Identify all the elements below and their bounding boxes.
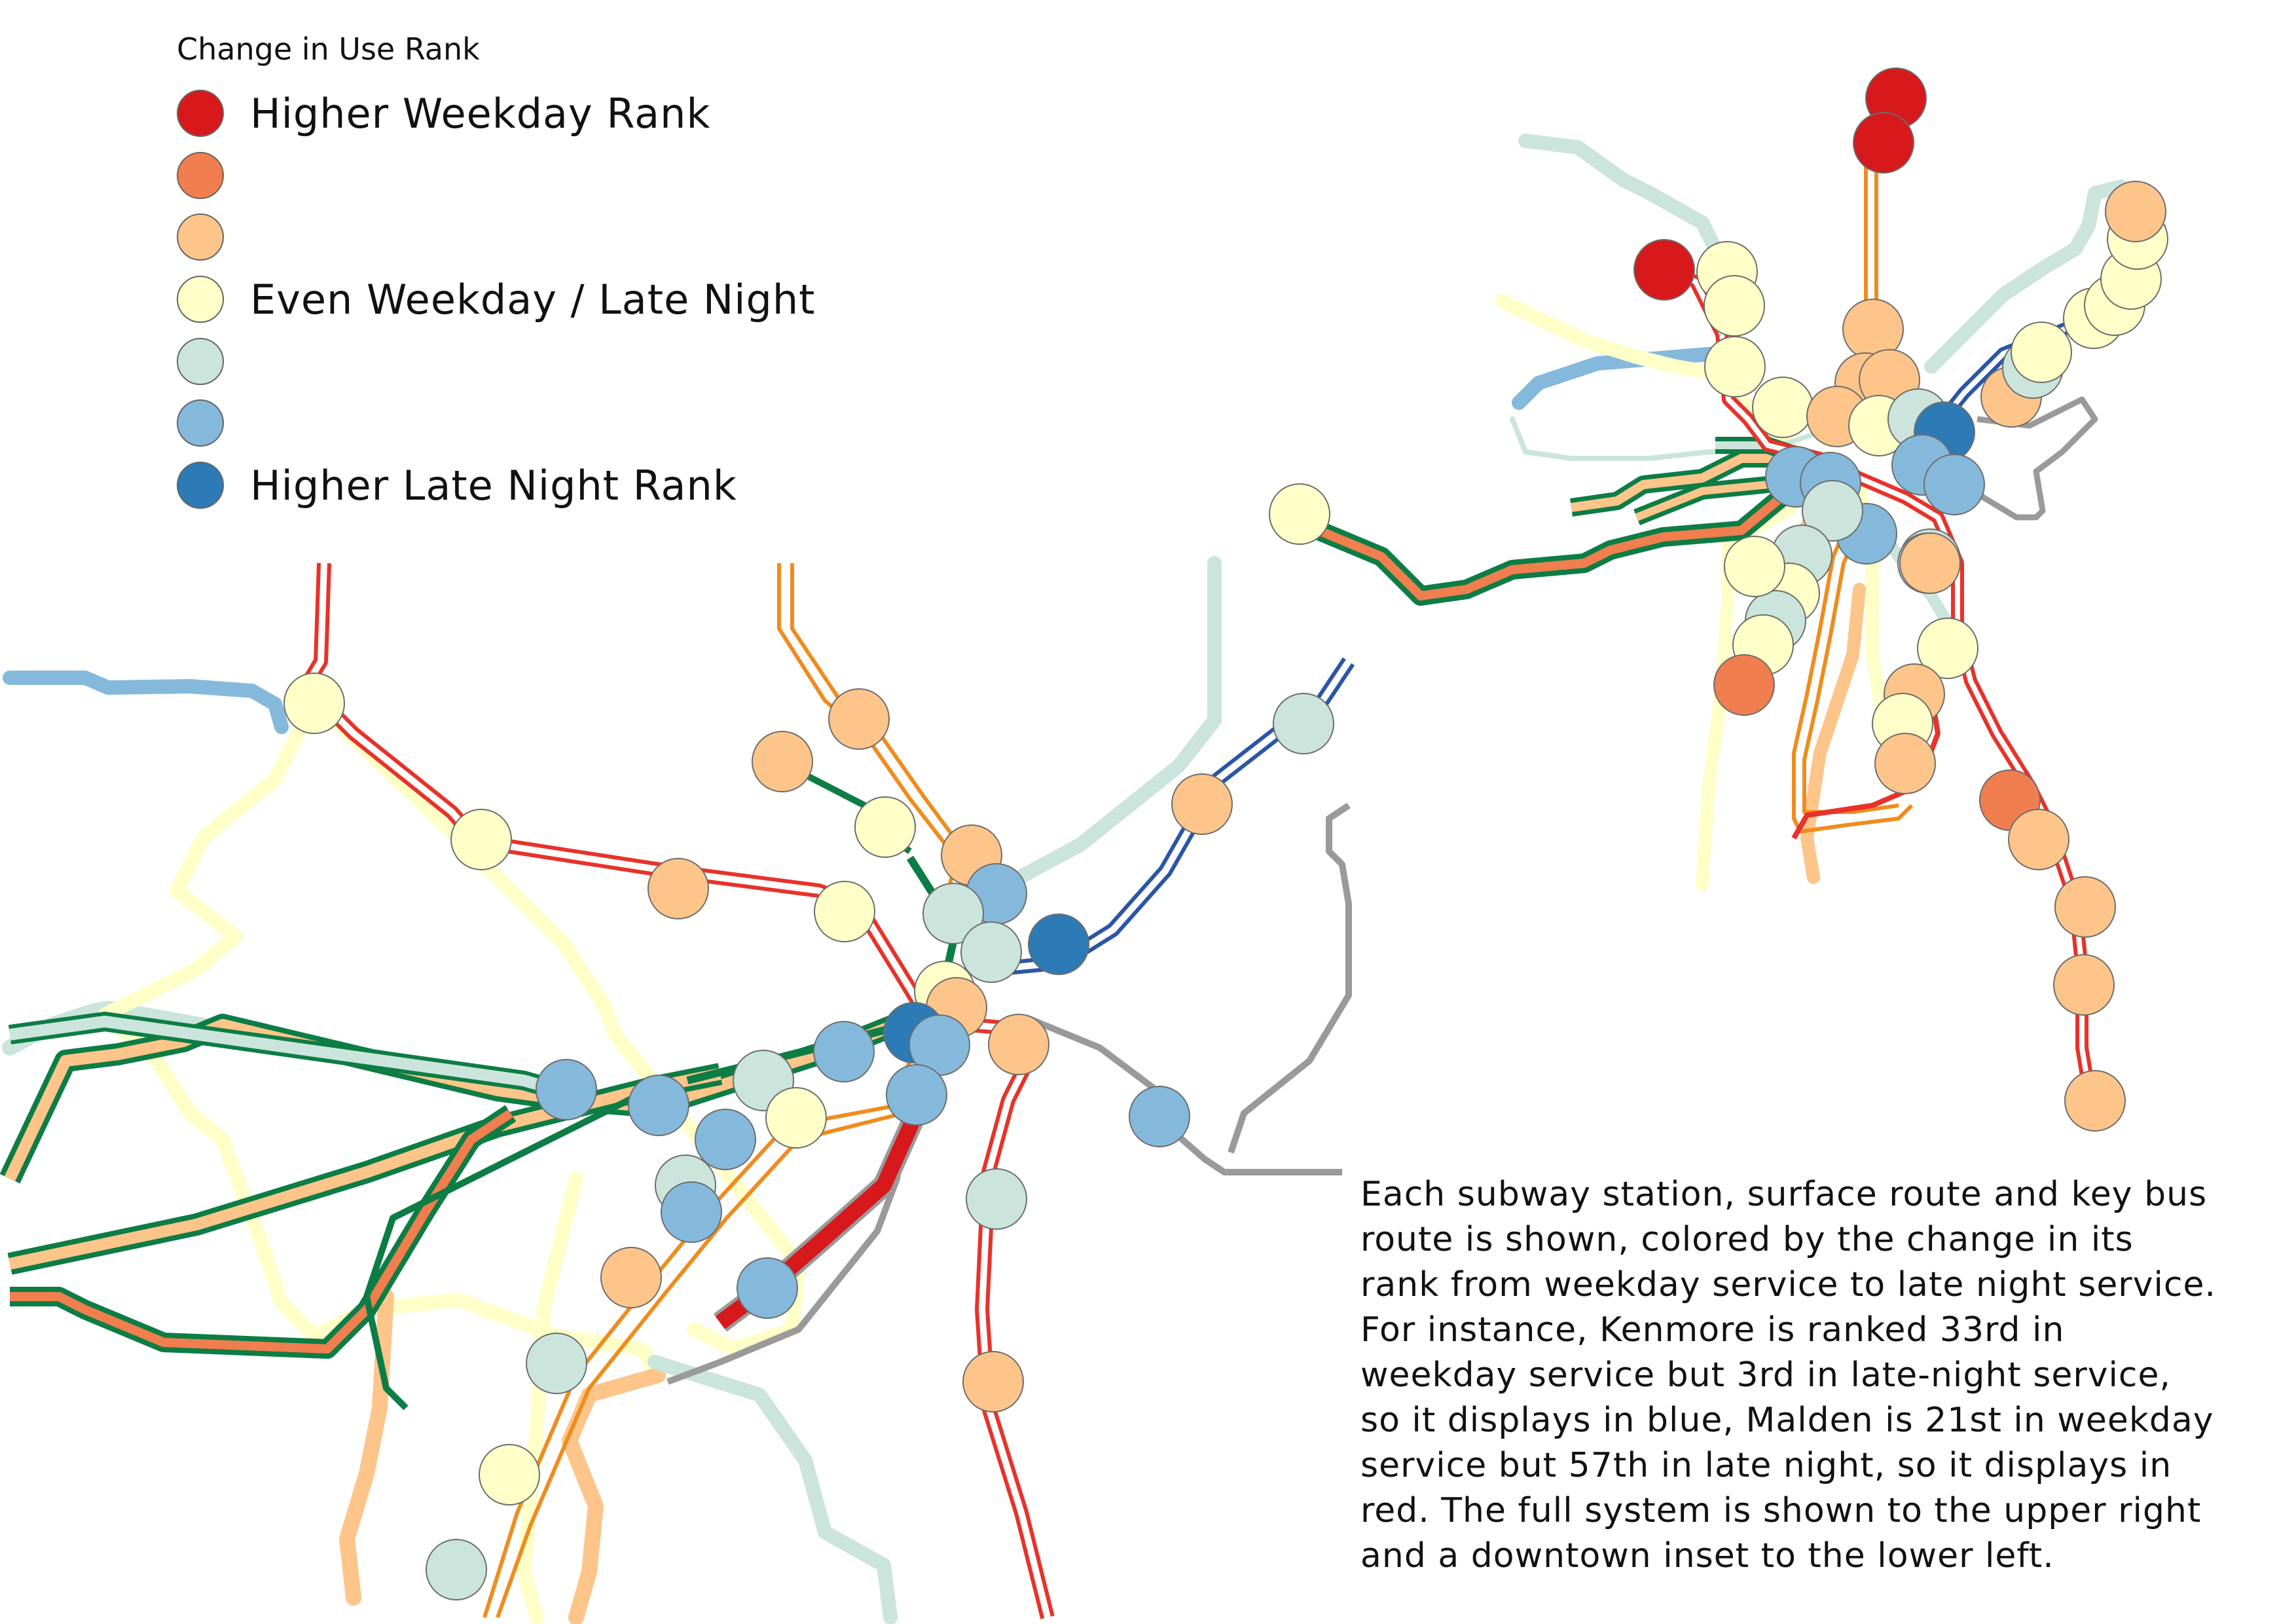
station-13 — [1273, 693, 1334, 754]
station-3 — [647, 858, 709, 919]
station-21 — [886, 1064, 947, 1126]
sys-orange-south-a — [1792, 496, 1914, 834]
bus-route-light-north — [988, 556, 1222, 898]
legend-swatch — [177, 213, 224, 261]
orange-line-south-b — [496, 1020, 945, 1619]
bus-route-light-south — [647, 1355, 898, 1624]
sys-station-25 — [1713, 654, 1775, 716]
legend-item-night-1 — [177, 335, 250, 388]
sys-station-45 — [2105, 181, 2166, 242]
sys-station-36 — [2053, 954, 2115, 1016]
station-6 — [752, 731, 813, 792]
station-1 — [283, 673, 345, 734]
station-30 — [737, 1257, 798, 1319]
station-5 — [828, 688, 890, 750]
sys-bus-yellow-south — [1696, 452, 1840, 891]
legend-swatch — [177, 276, 224, 323]
legend-swatch — [177, 462, 224, 509]
legend-swatch — [177, 152, 224, 199]
sys-station-16 — [1923, 454, 1985, 515]
station-28 — [661, 1181, 722, 1243]
legend-item-higher-weekday: Higher Weekday Rank — [177, 87, 710, 139]
sys-bus-light-east — [1924, 179, 2128, 374]
sys-silver-line — [1961, 396, 2098, 521]
legend-swatch — [177, 90, 224, 137]
caption-line: so it displays in blue, Malden is 21st i… — [1360, 1401, 2214, 1440]
sys-station-35 — [2054, 876, 2116, 938]
station-35 — [479, 1444, 540, 1505]
station-32 — [1129, 1086, 1190, 1147]
station-12 — [1028, 913, 1089, 975]
station-31 — [526, 1333, 587, 1394]
legend-label: Higher Late Night Rank — [250, 461, 737, 509]
map-caption: Each subway station, surface route and k… — [1360, 1172, 2277, 1579]
legend-item-weekday-3 — [177, 211, 250, 263]
legend-label: Even Weekday / Late Night — [250, 275, 816, 323]
station-2 — [450, 809, 512, 870]
caption-line: and a downtown inset to the lower left. — [1360, 1536, 2054, 1576]
sys-station-28 — [1899, 532, 1961, 594]
sys-station-47 — [1724, 536, 1785, 597]
legend-item-weekday-2 — [177, 149, 250, 202]
sys-station-2 — [1853, 112, 1914, 174]
legend-item-higher-late-night: Higher Late Night Rank — [177, 459, 737, 511]
station-11 — [960, 921, 1022, 983]
station-36 — [426, 1539, 487, 1600]
sys-bus-orange-south — [1800, 583, 1866, 884]
bus-route-orange-south-1 — [562, 1367, 666, 1624]
sys-station-3 — [1633, 239, 1695, 301]
station-4 — [814, 881, 875, 942]
legend-item-even: Even Weekday / Late Night — [177, 273, 815, 325]
station-19 — [988, 1014, 1049, 1075]
legend-swatch — [177, 338, 224, 385]
sys-station-7 — [1752, 377, 1813, 438]
caption-line: red. The full system is shown to the upp… — [1360, 1491, 2202, 1530]
station-23 — [765, 1087, 827, 1149]
sys-station-32 — [1874, 733, 1936, 794]
caption-line: service but 57th in late night, so it di… — [1360, 1446, 2172, 1485]
station-14 — [1171, 773, 1233, 835]
sys-station-34 — [2008, 809, 2069, 870]
green-line-b-fill — [10, 1109, 513, 1354]
bus-route-yellow-west — [98, 693, 662, 1376]
station-24 — [536, 1059, 597, 1120]
station-26 — [695, 1109, 756, 1170]
sys-green-b-fill — [1301, 473, 1835, 600]
legend-label: Higher Weekday Rank — [250, 89, 711, 138]
caption-line: Each subway station, surface route and k… — [1360, 1175, 2208, 1214]
green-line-riverside-branch — [363, 1084, 657, 1411]
full-system-map — [1269, 67, 2168, 1132]
station-34 — [962, 1351, 1024, 1412]
caption-line: rank from weekday service to late night … — [1360, 1265, 2217, 1304]
station-7 — [854, 796, 916, 858]
legend-swatch — [177, 399, 224, 447]
sys-station-5 — [1704, 275, 1765, 337]
bus-route-west-blue — [3, 671, 289, 734]
sys-station-37 — [2064, 1070, 2126, 1132]
station-20 — [813, 1021, 875, 1082]
silver-line-airport — [1027, 1015, 1342, 1175]
sys-station-29 — [1917, 618, 1978, 679]
station-33 — [966, 1168, 1027, 1230]
sys-station-46 — [1269, 483, 1330, 545]
caption-line: route is shown, colored by the change in… — [1360, 1220, 2134, 1259]
downtown-inset-map — [0, 556, 1355, 1624]
bus-route-orange-south-2 — [339, 1289, 394, 1606]
caption-line: weekday service but 3rd in late-night se… — [1360, 1356, 2172, 1395]
legend-item-night-2 — [177, 397, 250, 449]
sys-green-d-fill — [1571, 454, 1807, 512]
caption-line: For instance, Kenmore is ranked 33rd in — [1360, 1310, 2065, 1350]
sys-bus-blue-west — [1512, 346, 1722, 410]
sys-station-40 — [2011, 322, 2072, 383]
station-25 — [628, 1075, 689, 1136]
station-29 — [600, 1247, 662, 1308]
sys-station-20 — [1802, 480, 1863, 542]
sys-station-6 — [1704, 336, 1766, 397]
silver-line-loop — [1228, 802, 1352, 1154]
bus-route-yellow-south — [517, 1172, 583, 1624]
station-10 — [922, 883, 984, 944]
legend-title: Change in Use Rank — [177, 31, 480, 67]
